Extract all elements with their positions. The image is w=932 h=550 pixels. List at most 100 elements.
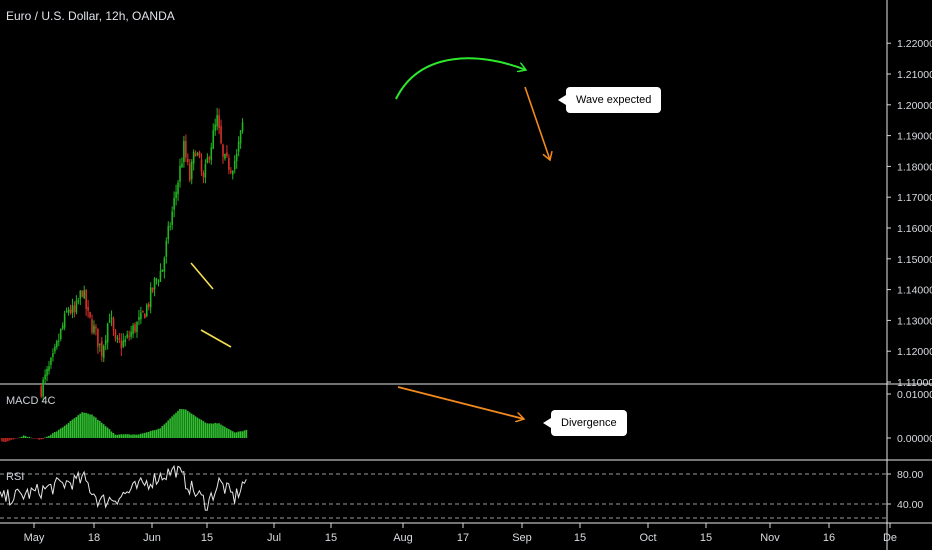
candle-body [134, 324, 136, 332]
macd-bar [73, 418, 76, 438]
candle-body [147, 303, 150, 307]
candle-body [226, 152, 228, 156]
macd-bar [243, 430, 246, 438]
macd-bar [108, 429, 111, 438]
macd-bar [28, 436, 31, 438]
candle-body [136, 321, 138, 332]
candle-body [48, 366, 50, 371]
expected-arc-arrow [395, 57, 526, 100]
candle-body [185, 141, 187, 158]
candle-body [145, 304, 148, 317]
macd-bar [155, 429, 158, 438]
macd-bar [132, 434, 134, 438]
macd-bar [52, 433, 54, 438]
macd-tick-label: 0.00000 [897, 433, 932, 445]
candle-body [59, 328, 62, 340]
candle-body [153, 278, 156, 290]
candle-body [102, 345, 105, 358]
candle-body [42, 379, 44, 397]
macd-bar [216, 423, 218, 438]
time-tick-label: 17 [457, 532, 469, 544]
macd-bar [110, 431, 113, 438]
candle-body [104, 340, 107, 345]
candle-body [187, 158, 189, 163]
candle-body [67, 309, 70, 313]
candle-body [233, 160, 236, 170]
macd-bar [106, 427, 109, 438]
rsi-label: RSI [6, 471, 25, 483]
candle-body [140, 312, 142, 320]
macd-bar [140, 433, 142, 438]
price-tick-label: 1.15000 [897, 254, 932, 266]
macd-bar [204, 422, 207, 438]
macd-bar [192, 414, 195, 438]
candle-body [192, 151, 195, 164]
candle-body [144, 313, 146, 319]
candle-body [173, 197, 175, 210]
candle-body [165, 240, 168, 257]
macd-bar [237, 431, 240, 438]
macd-bar [77, 415, 80, 438]
rsi-line [0, 464, 247, 511]
candle-body [61, 325, 64, 329]
macd-bar [136, 434, 138, 438]
macd-bar [163, 424, 166, 438]
candle-body [106, 323, 109, 343]
candle-body [108, 320, 111, 323]
candle-body [54, 346, 56, 352]
price-axis: 1.11000 1.12000 1.13000 1.14000 1.15000 1.160… [887, 38, 932, 511]
macd-bar [12, 438, 15, 440]
candle-body [231, 170, 234, 175]
price-tick-label: 1.11000 [897, 377, 932, 389]
macd-bar [194, 416, 197, 438]
macd-bar [95, 417, 97, 438]
wedge-upper-line [190, 262, 214, 290]
macd-bar [177, 410, 179, 438]
wave-expected-callout: Wave expected [557, 87, 662, 113]
candle-body [99, 343, 101, 345]
candle-body [44, 374, 46, 380]
candle-body [208, 157, 211, 159]
macd-bar [91, 414, 93, 438]
candle-body [171, 211, 173, 225]
candle-body [110, 318, 113, 320]
candle-body [228, 158, 230, 170]
macd-bar [120, 434, 123, 438]
macd-bar [59, 428, 62, 438]
time-tick-label: Oct [639, 532, 656, 544]
macd-bar [1, 438, 3, 442]
macd-bar [118, 434, 121, 438]
candle-body [46, 368, 48, 376]
macd-bar [85, 412, 87, 438]
candle-body [239, 130, 242, 144]
macd-bar [198, 418, 201, 438]
candle-body [138, 316, 140, 320]
candle-body [50, 357, 52, 365]
candle-body [122, 340, 125, 347]
candle-body [214, 124, 216, 131]
macd-bar [186, 410, 189, 438]
candle-body [124, 339, 127, 343]
macd-bar [149, 430, 152, 438]
candle-body [161, 269, 164, 272]
divergence-line [397, 386, 524, 419]
candle-body [75, 300, 78, 313]
macd-bar [38, 438, 40, 440]
macd-bar [179, 408, 181, 438]
macd-bar [202, 421, 205, 438]
macd-bar [183, 409, 185, 438]
macd-bar [40, 438, 42, 440]
price-tick-label: 1.20000 [897, 100, 932, 112]
candle-body [57, 340, 60, 342]
macd-bar [63, 425, 66, 438]
macd-bar [134, 434, 136, 438]
time-tick-label: De [883, 532, 897, 544]
macd-bar [239, 431, 242, 438]
macd-bar [200, 419, 203, 438]
macd-bar [89, 414, 91, 438]
macd-bar [112, 432, 115, 438]
macd-bar [126, 434, 128, 438]
candle-body [69, 309, 72, 313]
price-tick-label: 1.16000 [897, 223, 932, 235]
